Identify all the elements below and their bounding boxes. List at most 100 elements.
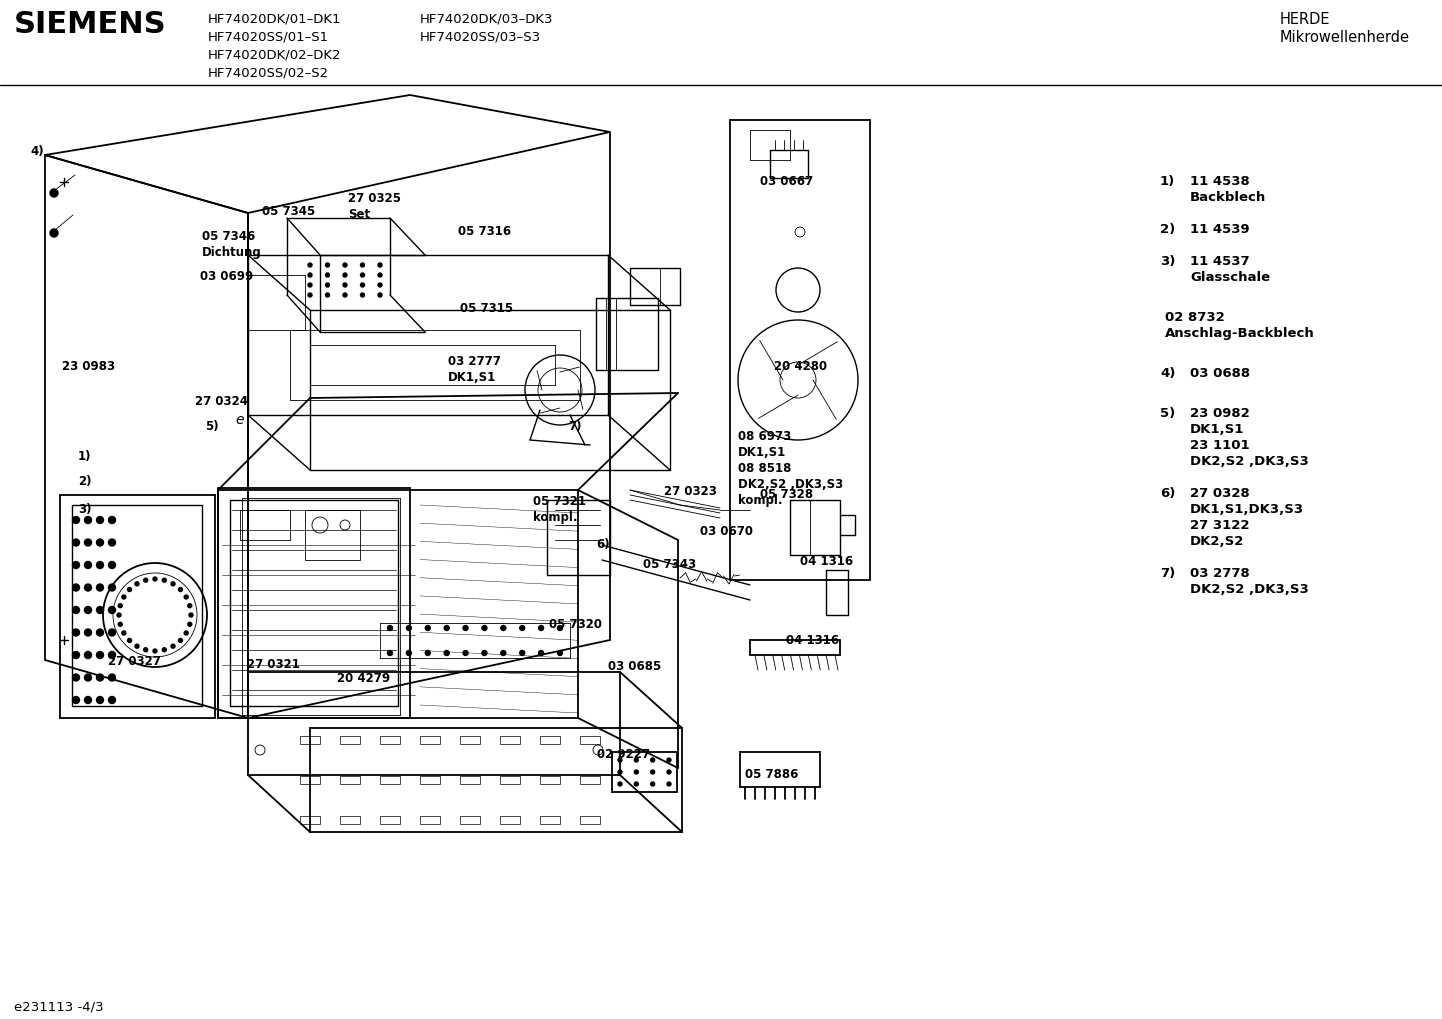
Circle shape (634, 782, 639, 786)
Circle shape (668, 770, 671, 774)
Circle shape (85, 697, 91, 703)
Circle shape (482, 626, 487, 631)
Text: 05 7315: 05 7315 (460, 302, 513, 315)
Circle shape (72, 697, 79, 703)
Circle shape (172, 644, 174, 648)
Text: 3): 3) (78, 503, 91, 516)
Circle shape (97, 629, 104, 636)
Bar (300, 736, 320, 744)
Bar (539, 776, 559, 784)
Circle shape (72, 539, 79, 546)
Circle shape (558, 650, 562, 655)
Text: 2): 2) (1159, 223, 1175, 236)
Circle shape (388, 626, 392, 631)
Circle shape (558, 626, 562, 631)
Circle shape (425, 626, 430, 631)
Circle shape (650, 770, 655, 774)
Circle shape (163, 578, 166, 582)
Circle shape (444, 650, 448, 655)
Text: 7): 7) (568, 420, 581, 433)
Circle shape (326, 283, 330, 287)
Circle shape (72, 674, 79, 681)
Circle shape (117, 613, 121, 616)
Circle shape (187, 623, 192, 627)
Circle shape (500, 626, 506, 631)
Text: 20 4280: 20 4280 (774, 360, 828, 373)
Bar (420, 736, 440, 744)
Bar (500, 776, 521, 784)
Circle shape (108, 584, 115, 591)
Text: 2): 2) (78, 475, 91, 488)
Circle shape (378, 273, 382, 277)
Text: DK2,S2: DK2,S2 (1190, 535, 1244, 548)
Circle shape (153, 577, 157, 581)
Circle shape (343, 293, 348, 297)
Text: 03 2778: 03 2778 (1190, 567, 1250, 580)
Circle shape (72, 517, 79, 524)
Circle shape (118, 603, 123, 607)
Circle shape (634, 758, 639, 762)
Circle shape (360, 293, 365, 297)
Text: 05 7328: 05 7328 (760, 488, 813, 501)
Bar (300, 776, 320, 784)
Text: 27 0325
Set: 27 0325 Set (348, 192, 401, 221)
Text: 03 2777
DK1,S1: 03 2777 DK1,S1 (448, 355, 500, 384)
Circle shape (360, 283, 365, 287)
Circle shape (378, 293, 382, 297)
Text: 27 3122: 27 3122 (1190, 519, 1250, 532)
Circle shape (136, 644, 138, 648)
Text: 05 7343: 05 7343 (643, 558, 696, 571)
Bar (500, 816, 521, 824)
Bar (580, 816, 600, 824)
Circle shape (97, 561, 104, 569)
Circle shape (97, 539, 104, 546)
Circle shape (650, 782, 655, 786)
Bar (381, 816, 399, 824)
Circle shape (50, 229, 58, 237)
Circle shape (185, 595, 187, 599)
Circle shape (343, 283, 348, 287)
Circle shape (97, 606, 104, 613)
Text: DK1,S1,DK3,S3: DK1,S1,DK3,S3 (1190, 503, 1304, 516)
Text: 04 1316: 04 1316 (786, 634, 839, 647)
Text: e: e (235, 413, 244, 427)
Circle shape (179, 639, 183, 642)
Circle shape (650, 758, 655, 762)
Text: DK1,S1: DK1,S1 (1190, 423, 1244, 436)
Circle shape (326, 273, 330, 277)
Text: HERDE: HERDE (1280, 12, 1331, 26)
Text: 20 4279: 20 4279 (337, 672, 391, 685)
Circle shape (85, 674, 91, 681)
Circle shape (388, 650, 392, 655)
Circle shape (153, 649, 157, 653)
Text: 02 9227: 02 9227 (597, 748, 650, 761)
Circle shape (72, 561, 79, 569)
Text: 27 0321: 27 0321 (247, 658, 300, 671)
Circle shape (50, 189, 58, 197)
Circle shape (108, 674, 115, 681)
Circle shape (144, 648, 147, 652)
Circle shape (108, 539, 115, 546)
Circle shape (189, 613, 193, 616)
Text: 4): 4) (1159, 367, 1175, 380)
Text: Glasschale: Glasschale (1190, 271, 1270, 284)
Circle shape (144, 578, 147, 582)
Text: SIEMENS: SIEMENS (14, 10, 167, 39)
Circle shape (179, 588, 183, 592)
Text: 23 0982: 23 0982 (1190, 407, 1250, 420)
Bar (460, 776, 480, 784)
Text: 27 0324: 27 0324 (195, 395, 248, 408)
Circle shape (463, 626, 469, 631)
Text: 03 0667: 03 0667 (760, 175, 813, 187)
Text: 11 4539: 11 4539 (1190, 223, 1250, 236)
Circle shape (539, 650, 544, 655)
Text: 05 7320: 05 7320 (549, 618, 601, 631)
Text: 08 6973
DK1,S1
08 8518
DK2,S2 ,DK3,S3
kompl.: 08 6973 DK1,S1 08 8518 DK2,S2 ,DK3,S3 ko… (738, 430, 844, 507)
Circle shape (539, 626, 544, 631)
Bar (460, 736, 480, 744)
Circle shape (309, 273, 311, 277)
Bar (539, 816, 559, 824)
Text: 23 1101: 23 1101 (1190, 439, 1250, 452)
Text: 5): 5) (205, 420, 219, 433)
Text: HF74020DK/02–DK2: HF74020DK/02–DK2 (208, 48, 342, 61)
